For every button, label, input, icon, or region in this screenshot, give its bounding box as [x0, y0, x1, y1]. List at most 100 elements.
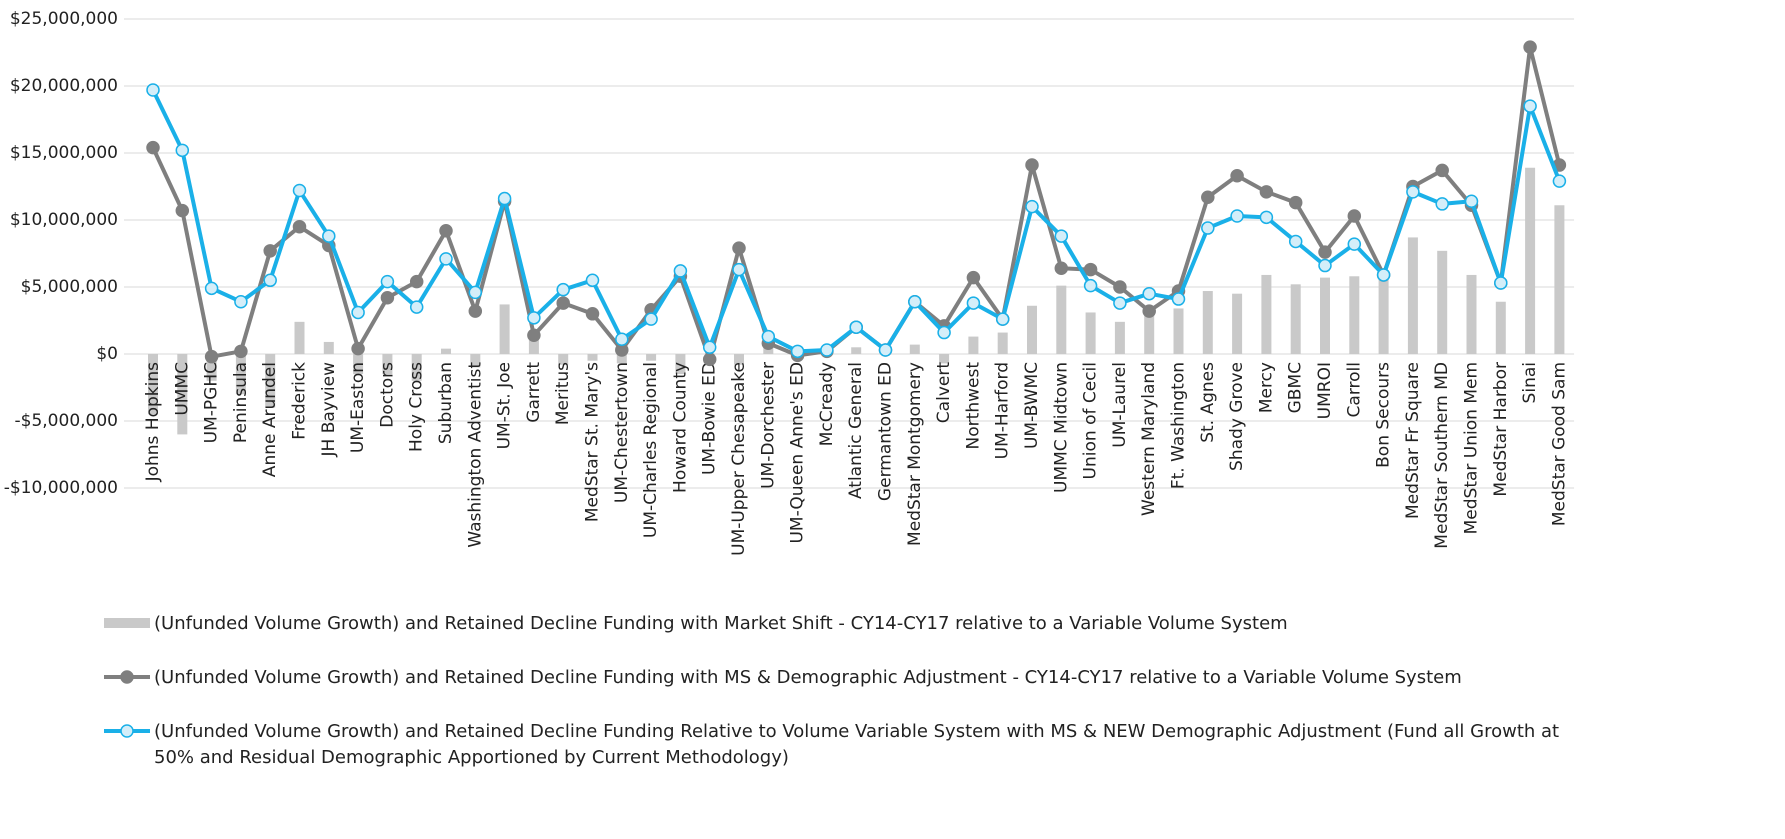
bar [206, 354, 217, 381]
x-tick-label: UM-Easton [348, 362, 368, 453]
x-tick-label: Shady Grove [1227, 362, 1247, 471]
marker [1523, 40, 1537, 54]
x-tick-label: Union of Cecil [1081, 362, 1101, 479]
marker [409, 274, 424, 289]
bar [499, 304, 510, 354]
marker [468, 285, 483, 300]
x-tick-label: Garrett [524, 362, 544, 423]
legend-swatch [104, 724, 150, 738]
marker [702, 352, 717, 367]
bar [353, 354, 364, 375]
bar [558, 354, 569, 365]
x-tick-label: UM-Chestertown [612, 362, 632, 503]
marker [1054, 229, 1069, 243]
marker [527, 311, 541, 325]
marker [937, 325, 951, 340]
bar [323, 341, 334, 354]
marker [1288, 195, 1303, 210]
marker [175, 203, 190, 218]
x-tick-label: MedStar Harbor [1491, 362, 1511, 497]
marker [292, 219, 307, 234]
marker [1523, 99, 1537, 113]
marker [1201, 221, 1215, 235]
legend-item: (Unfunded Volume Growth) and Retained De… [104, 719, 1564, 771]
y-tick-label: -$10,000,000 [4, 478, 118, 498]
marker [146, 83, 160, 97]
marker [820, 343, 834, 357]
marker [204, 281, 219, 296]
marker [351, 305, 365, 320]
x-tick-label: Bon Secours [1374, 362, 1394, 468]
x-tick-label: UM-Bowie ED [700, 362, 720, 475]
marker [1259, 210, 1274, 225]
x-tick-label: Meritus [553, 362, 573, 425]
bar [1495, 301, 1506, 354]
x-tick-label: Germantown ED [876, 362, 896, 501]
x-tick-label: MedStar Fr Square [1403, 362, 1423, 519]
x-tick-label: Atlantic General [846, 362, 866, 499]
bar [1232, 293, 1243, 354]
bar [1407, 237, 1418, 354]
marker [351, 341, 365, 356]
x-tick-label: Ft. Washington [1169, 362, 1189, 489]
x-tick-label: Howard County [670, 362, 690, 493]
legend-marker [120, 670, 134, 684]
marker [1113, 296, 1127, 310]
marker [761, 329, 776, 344]
marker [497, 191, 512, 206]
bar [1290, 284, 1301, 354]
marker [1054, 261, 1069, 275]
marker [585, 273, 600, 288]
bar [1320, 277, 1330, 354]
marker [1435, 163, 1449, 178]
x-tick-label: MedStar St. Mary's [583, 362, 603, 522]
legend-item: (Unfunded Volume Growth) and Retained De… [104, 665, 1564, 691]
x-tick-label: MedStar Good Sam [1549, 362, 1569, 526]
bar [470, 354, 481, 368]
bar [909, 344, 920, 354]
marker [1142, 304, 1156, 318]
legend-bar [104, 618, 150, 628]
bar [587, 354, 598, 361]
marker [380, 274, 395, 289]
x-tick-label: UM-PGHC [202, 362, 222, 443]
marker [263, 273, 277, 288]
marker [644, 312, 658, 326]
marker [908, 294, 922, 309]
y-tick-label: $25,000,000 [10, 9, 118, 29]
x-tick-label: Doctors [377, 362, 397, 428]
marker [673, 264, 688, 278]
bar [1525, 167, 1536, 354]
x-tick-label: McCready [817, 362, 837, 446]
x-tick-label: MedStar Southern MD [1432, 362, 1452, 549]
marker [849, 320, 863, 334]
bar [1085, 312, 1096, 354]
x-tick-label: UMROI [1315, 362, 1335, 419]
marker [1230, 169, 1244, 183]
bar [1202, 291, 1213, 354]
y-tick-label: $5,000,000 [21, 277, 118, 297]
bar [939, 354, 950, 364]
marker [1025, 158, 1039, 172]
marker [615, 332, 629, 347]
x-tick-label: UM-Harford [993, 362, 1013, 459]
x-tick-label: MedStar Union Mem [1462, 362, 1482, 534]
marker [439, 252, 453, 266]
bar [235, 354, 246, 395]
marker [1552, 174, 1567, 188]
x-tick-label: UM-St. Joe [495, 362, 515, 449]
marker [1318, 258, 1332, 273]
bar [265, 354, 276, 408]
marker [204, 349, 219, 364]
marker [732, 262, 746, 277]
x-tick-label: UM-Upper Chesapeake [729, 362, 749, 556]
marker [556, 282, 570, 297]
x-tick-label: Anne Arundel [260, 362, 280, 477]
x-tick-label: UMMC Midtown [1051, 362, 1071, 493]
y-tick-label: $10,000,000 [10, 210, 118, 230]
marker [1406, 185, 1420, 199]
marker [585, 307, 600, 321]
legend-marker [120, 724, 134, 738]
y-tick-label: $20,000,000 [10, 76, 118, 96]
